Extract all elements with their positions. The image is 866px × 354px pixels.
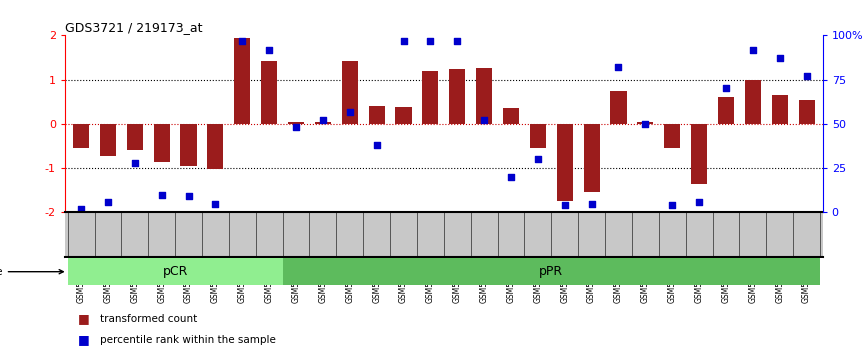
Bar: [584, 124, 599, 193]
Point: [128, 160, 142, 166]
Point: [155, 192, 169, 198]
Point: [611, 64, 625, 70]
Bar: [126, 124, 143, 150]
Point: [585, 201, 598, 206]
Bar: [288, 122, 304, 124]
Text: ■: ■: [78, 333, 90, 346]
Point: [477, 118, 491, 123]
Bar: [611, 91, 626, 124]
Bar: [100, 124, 116, 156]
Bar: [234, 39, 250, 124]
Point: [746, 47, 759, 52]
Point: [316, 118, 330, 123]
Bar: [691, 124, 708, 184]
Bar: [73, 124, 89, 148]
Point: [343, 109, 357, 114]
Bar: [745, 80, 761, 124]
Bar: [503, 108, 519, 124]
Bar: [282, 258, 820, 285]
Text: transformed count: transformed count: [100, 314, 197, 324]
Bar: [153, 124, 170, 161]
Point: [638, 121, 652, 127]
Bar: [207, 124, 223, 169]
Bar: [476, 68, 492, 124]
Text: pCR: pCR: [163, 265, 188, 278]
Bar: [396, 107, 411, 124]
Bar: [718, 97, 734, 124]
Bar: [637, 122, 654, 124]
Point: [182, 194, 196, 199]
Bar: [342, 61, 358, 124]
Bar: [180, 124, 197, 166]
Bar: [530, 124, 546, 148]
Bar: [68, 258, 282, 285]
Text: disease state: disease state: [0, 267, 63, 277]
Bar: [798, 99, 815, 124]
Point: [289, 125, 303, 130]
Text: percentile rank within the sample: percentile rank within the sample: [100, 335, 275, 345]
Bar: [369, 106, 385, 124]
Text: pPR: pPR: [540, 265, 564, 278]
Point: [772, 56, 786, 61]
Point: [262, 47, 276, 52]
Point: [423, 38, 437, 44]
Point: [209, 201, 223, 206]
Point: [665, 202, 679, 208]
Point: [450, 38, 464, 44]
Bar: [772, 95, 788, 124]
Text: GDS3721 / 219173_at: GDS3721 / 219173_at: [65, 21, 203, 34]
Bar: [423, 71, 438, 124]
Bar: [315, 122, 331, 124]
Point: [799, 73, 813, 79]
Text: ■: ■: [78, 312, 90, 325]
Point: [397, 38, 410, 44]
Point: [370, 142, 384, 148]
Point: [719, 86, 733, 91]
Point: [558, 202, 572, 208]
Point: [531, 156, 545, 162]
Bar: [262, 61, 277, 124]
Point: [504, 174, 518, 180]
Point: [74, 206, 88, 212]
Point: [101, 199, 115, 205]
Point: [236, 38, 249, 44]
Bar: [449, 69, 465, 124]
Point: [692, 199, 706, 205]
Bar: [664, 124, 681, 148]
Bar: [557, 124, 572, 201]
